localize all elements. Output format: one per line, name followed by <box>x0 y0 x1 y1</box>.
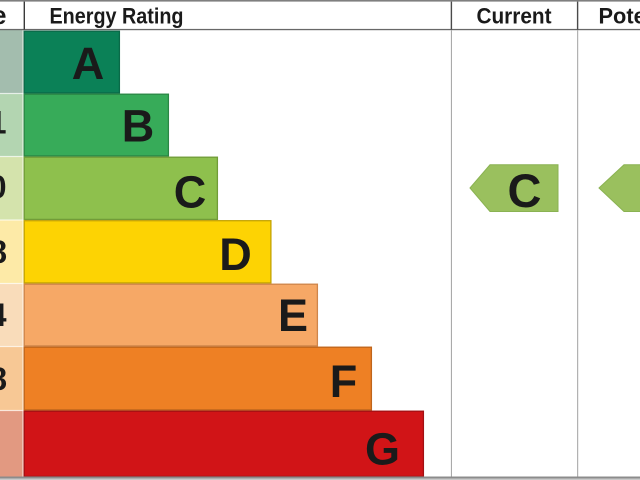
svg-text:Energy Rating: Energy Rating <box>50 4 184 29</box>
svg-text:F: F <box>330 356 358 407</box>
svg-text:39-54: 39-54 <box>0 297 7 333</box>
svg-text:E: E <box>278 290 308 341</box>
svg-text:81-91: 81-91 <box>0 105 7 141</box>
svg-text:B: B <box>122 101 155 152</box>
svg-text:C: C <box>174 167 207 218</box>
svg-text:69-80: 69-80 <box>0 169 7 205</box>
svg-text:Potential: Potential <box>599 4 640 29</box>
svg-text:55-68: 55-68 <box>0 234 7 270</box>
svg-text:Current: Current <box>477 4 553 29</box>
svg-text:G: G <box>365 424 400 475</box>
svg-text:A: A <box>72 38 105 89</box>
svg-text:C: C <box>508 164 542 217</box>
svg-text:21-38: 21-38 <box>0 361 7 397</box>
svg-text:D: D <box>219 229 252 280</box>
svg-text:Score: Score <box>0 0 7 30</box>
